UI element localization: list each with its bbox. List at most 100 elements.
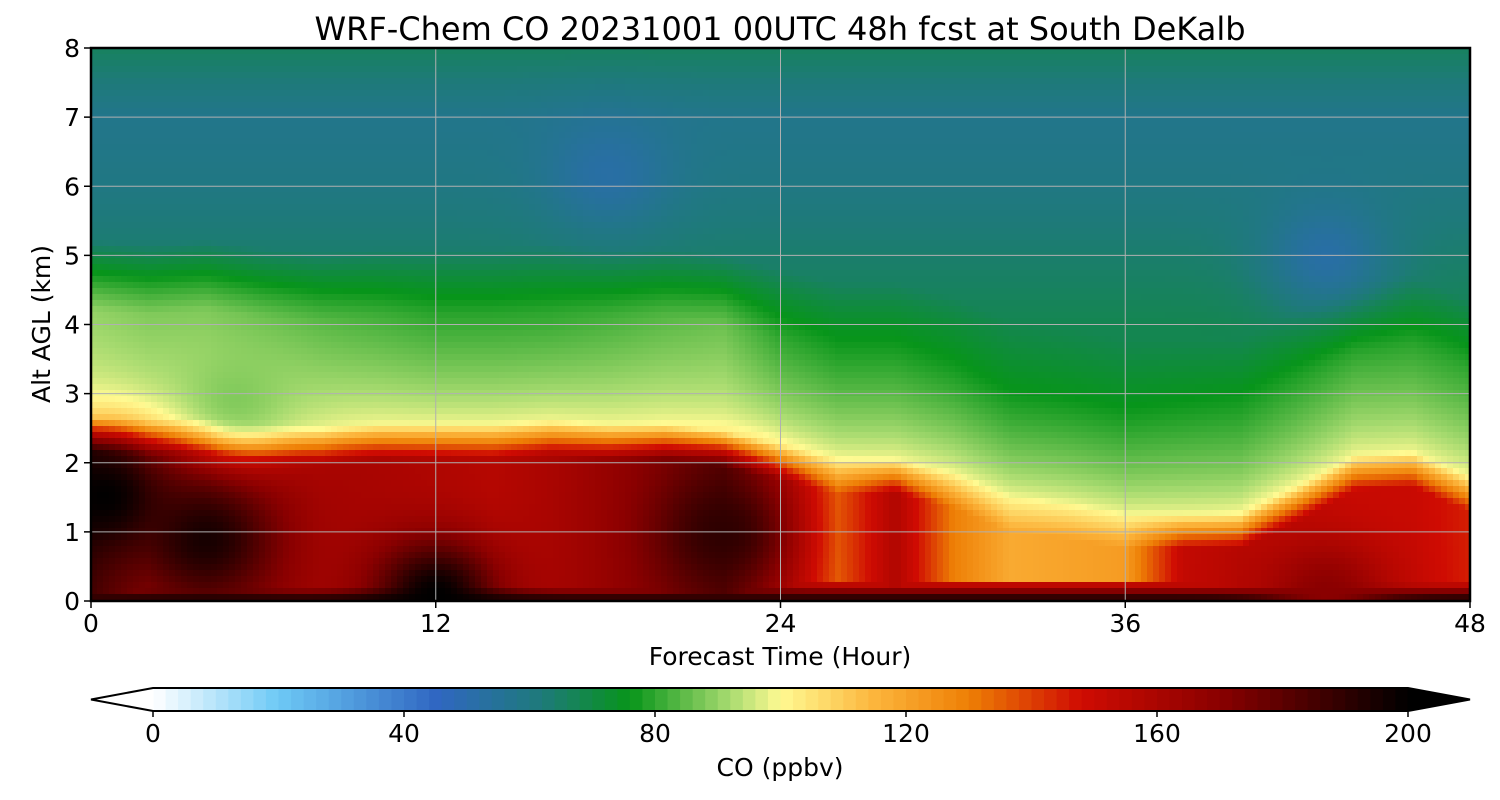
field-cell [241, 204, 248, 211]
field-cell [403, 150, 410, 157]
field-cell [223, 420, 230, 427]
field-cell [325, 594, 332, 601]
field-cell [301, 450, 308, 457]
field-cell [367, 378, 374, 385]
field-cell [241, 270, 248, 277]
field-cell [241, 450, 248, 457]
field-cell [223, 210, 230, 217]
field-cell [91, 294, 98, 301]
field-cell [397, 510, 404, 517]
field-cell [133, 312, 140, 319]
field-cell [331, 90, 338, 97]
field-cell [367, 426, 374, 433]
field-cell [319, 234, 326, 241]
field-cell [145, 420, 152, 427]
field-cell [169, 426, 176, 433]
field-cell [151, 258, 158, 265]
field-cell [103, 318, 110, 325]
field-cell [337, 294, 344, 301]
field-cell [337, 312, 344, 319]
field-cell [373, 426, 380, 433]
field-cell [355, 270, 362, 277]
field-cell [307, 120, 314, 127]
field-cell [211, 120, 218, 127]
field-cell [409, 336, 416, 343]
field-cell [151, 480, 158, 487]
field-cell [121, 552, 128, 559]
field-cell [97, 540, 104, 547]
field-cell [199, 288, 206, 295]
field-cell [403, 198, 410, 205]
field-cell [391, 264, 398, 271]
field-cell [349, 366, 356, 373]
field-cell [325, 276, 332, 283]
field-cell [199, 132, 206, 139]
field-cell [367, 270, 374, 277]
field-cell [295, 264, 302, 271]
field-cell [385, 294, 392, 301]
field-cell [121, 456, 128, 463]
field-cell [313, 48, 320, 55]
field-cell [187, 438, 194, 445]
field-cell [115, 66, 122, 73]
field-cell [385, 396, 392, 403]
field-cell [109, 558, 116, 565]
field-cell [349, 342, 356, 349]
field-cell [175, 48, 182, 55]
field-cell [331, 438, 338, 445]
field-cell [337, 150, 344, 157]
field-cell [217, 576, 224, 583]
field-cell [169, 534, 176, 541]
field-cell [157, 372, 164, 379]
field-cell [127, 510, 134, 517]
field-cell [277, 342, 284, 349]
field-cell [109, 306, 116, 313]
field-cell [409, 426, 416, 433]
field-cell [133, 210, 140, 217]
field-cell [295, 360, 302, 367]
field-cell [277, 258, 284, 265]
field-cell [151, 264, 158, 271]
field-cell [319, 96, 326, 103]
field-cell [223, 102, 230, 109]
field-cell [271, 90, 278, 97]
field-cell [163, 486, 170, 493]
field-cell [343, 504, 350, 511]
field-cell [199, 456, 206, 463]
field-cell [409, 372, 416, 379]
field-cell [139, 234, 146, 241]
field-cell [163, 546, 170, 553]
field-cell [187, 282, 194, 289]
field-cell [91, 312, 98, 319]
field-cell [217, 564, 224, 571]
field-cell [217, 54, 224, 61]
field-cell [187, 210, 194, 217]
field-cell [181, 300, 188, 307]
field-cell [259, 174, 266, 181]
field-cell [223, 66, 230, 73]
field-cell [403, 234, 410, 241]
field-cell [313, 378, 320, 385]
field-cell [235, 330, 242, 337]
field-cell [349, 564, 356, 571]
field-cell [391, 300, 398, 307]
field-cell [397, 540, 404, 547]
field-cell [355, 546, 362, 553]
field-cell [367, 492, 374, 499]
field-cell [91, 480, 98, 487]
field-cell [403, 96, 410, 103]
field-cell [277, 540, 284, 547]
field-cell [307, 336, 314, 343]
field-cell [355, 120, 362, 127]
field-cell [391, 486, 398, 493]
field-cell [265, 132, 272, 139]
field-cell [145, 564, 152, 571]
field-cell [145, 336, 152, 343]
field-cell [283, 234, 290, 241]
field-cell [175, 306, 182, 313]
field-cell [313, 414, 320, 421]
field-cell [277, 594, 284, 601]
field-cell [337, 438, 344, 445]
field-cell [331, 444, 338, 451]
field-cell [133, 144, 140, 151]
